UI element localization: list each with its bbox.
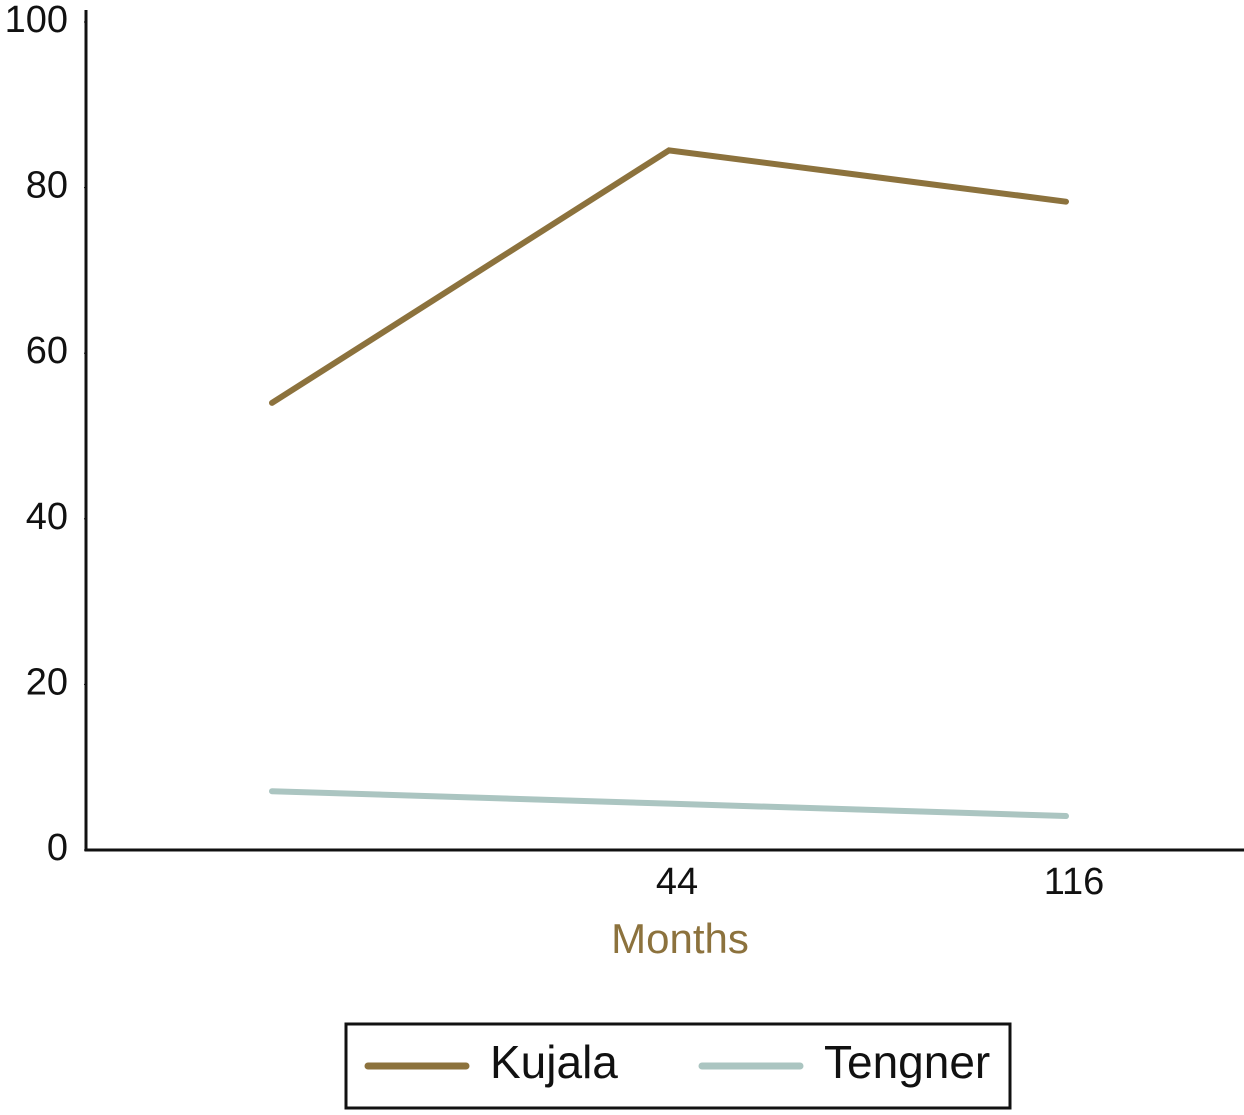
- x-tick-label: 116: [1044, 861, 1105, 903]
- x-axis-label: Months: [611, 915, 749, 962]
- x-tick-label: 44: [656, 861, 698, 903]
- y-tick-label: 0: [47, 827, 68, 869]
- y-tick-label: 100: [5, 0, 68, 41]
- legend-label: Tengner: [824, 1036, 990, 1088]
- legend-label: Kujala: [490, 1036, 618, 1088]
- y-tick-label: 80: [26, 165, 68, 207]
- y-tick-label: 20: [26, 661, 68, 703]
- y-tick-label: 60: [26, 330, 68, 372]
- series-line: [269, 147, 1069, 406]
- series-line: [269, 788, 1069, 820]
- y-tick-label: 40: [26, 496, 68, 538]
